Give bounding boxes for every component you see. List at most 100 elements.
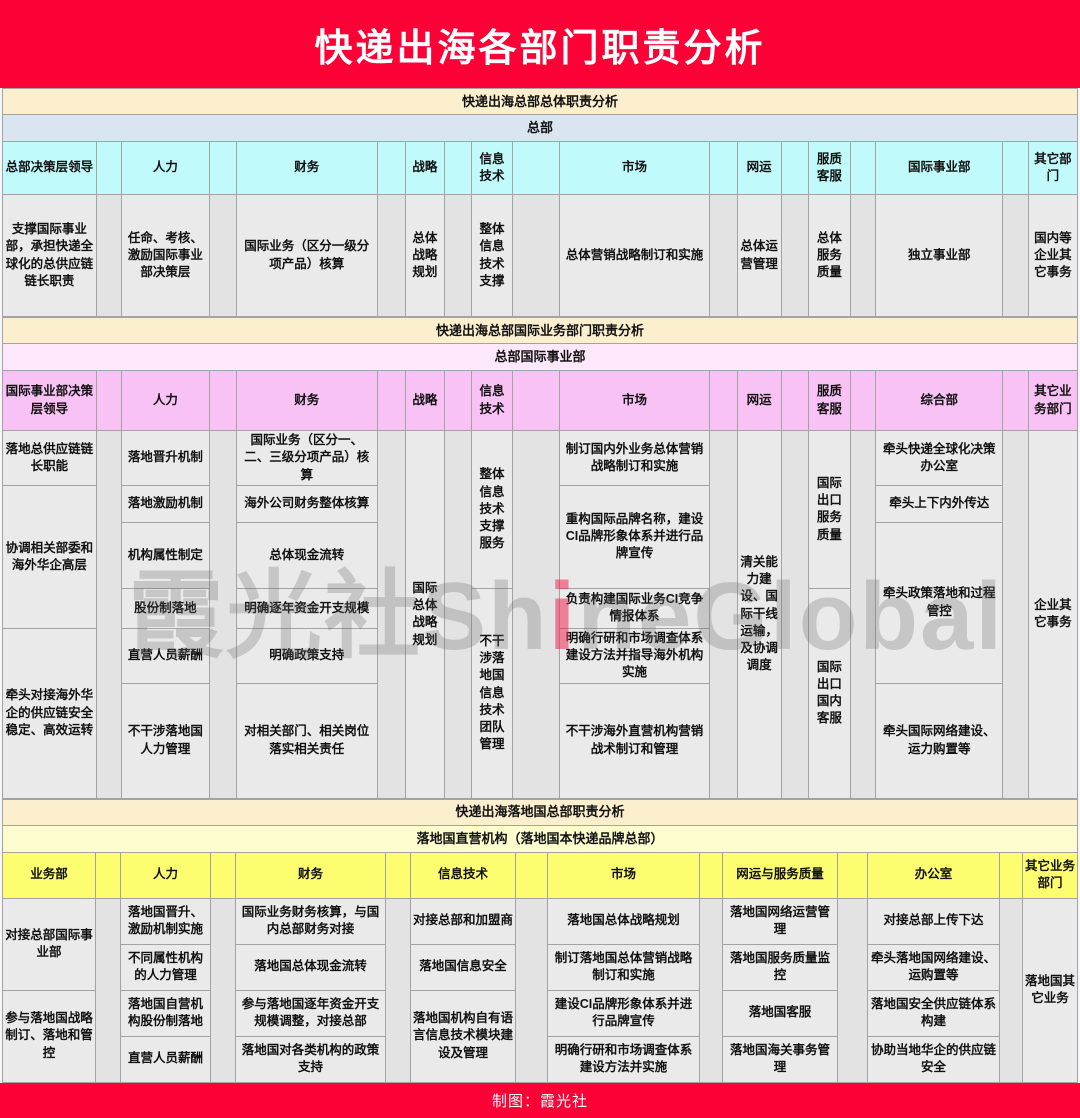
s2-market-cell: 重构国际品牌名称，建设CI品牌形象体系并进行品牌宣传 (558, 484, 711, 589)
spacer-cell (443, 430, 473, 799)
spacer-cell (780, 194, 810, 317)
spacer-cell (849, 370, 877, 431)
s2-hr-cell: 股份制落地 (121, 587, 210, 629)
s1-cell-leader: 支撑国际事业部，承担快递全球化的总供应链链长职责 (2, 194, 97, 317)
s2-general-cell: 牵头快递全球化决策办公室 (875, 430, 1004, 486)
s1-cell-finance: 国际业务（区分一级分项产品）核算 (236, 194, 378, 317)
spacer-cell (385, 897, 411, 1083)
spacer-cell (780, 141, 810, 195)
s2-header-finance: 财务 (236, 370, 378, 431)
s2-header-strategy: 战略 (405, 370, 445, 431)
spacer-cell (511, 370, 560, 431)
spacer-cell (95, 141, 123, 195)
s2-network-cell: 清关能力建设、国际干线运输，及协调调度 (736, 430, 782, 799)
s2-it-cell: 不干涉落地国信息技术团队管理 (471, 587, 513, 799)
s3-header-office: 办公室 (867, 851, 1000, 899)
s3-finance-cell: 落地国总体现金流转 (235, 943, 386, 991)
spacer-cell (95, 897, 121, 1083)
s2-general-cell: 牵头国际网络建设、运力购置等 (875, 682, 1004, 799)
footer-bar: 制图：霞光社 (0, 1082, 1080, 1118)
s2-header-it: 信息技术 (471, 370, 513, 431)
spacer-cell (385, 851, 411, 899)
spacer-cell (780, 430, 810, 799)
spacer-cell (699, 851, 723, 899)
s3-it-cell: 落地国机构自有语言信息技术模块建设及管理 (410, 989, 516, 1083)
spacer-cell (208, 194, 238, 317)
s3-header-finance: 财务 (235, 851, 386, 899)
spacer-cell (1002, 430, 1029, 799)
s2-header-market: 市场 (558, 370, 711, 431)
s2-general-cell: 牵头上下内外传达 (875, 484, 1004, 523)
s2-hr-cell: 直营人员薪酬 (121, 627, 210, 684)
s3-header-it: 信息技术 (410, 851, 516, 899)
s3-office-cell: 落地国安全供应链体系构建 (867, 989, 1000, 1037)
s3-header-biz: 业务部 (2, 851, 96, 899)
s3-hr-cell: 直营人员薪酬 (120, 1035, 211, 1083)
s2-market-cell: 不干涉海外直营机构营销战术制订和管理 (558, 682, 711, 799)
s3-network-cell: 落地国网络运营管理 (722, 897, 838, 945)
spacer-cell (208, 141, 238, 195)
s1-header-network: 网运 (736, 141, 782, 195)
spacer-cell (515, 851, 548, 899)
s3-office-cell: 对接总部上传下达 (867, 897, 1000, 945)
s1-header-hr: 人力 (121, 141, 210, 195)
s2-hr-cell: 落地晋升机制 (121, 430, 210, 486)
section1-table: 快递出海总部总体职责分析 总部 总部决策层领导 人力 财务 战略 信息技术 市场… (2, 88, 1079, 317)
s1-header-finance: 财务 (236, 141, 378, 195)
s3-biz-cell: 对接总部国际事业部 (2, 897, 96, 991)
s1-cell-network: 总体运营管理 (736, 194, 782, 317)
spacer-cell (210, 851, 236, 899)
s2-other-cell: 企业其它事务 (1027, 430, 1079, 799)
spacer-cell (511, 430, 560, 799)
s2-service-cell: 国际出口服务质量 (808, 430, 851, 589)
s2-finance-cell: 明确逐年资金开支规模 (236, 587, 378, 629)
spacer-cell (376, 370, 407, 431)
s3-market-cell: 建设CI品牌形象体系并进行品牌宣传 (547, 989, 700, 1037)
s2-header-general-office: 综合部 (875, 370, 1004, 431)
spacer-cell (709, 370, 738, 431)
title-bar: 快递出海各部门职责分析 (0, 0, 1080, 88)
spacer-cell (443, 141, 473, 195)
s1-header-other: 其它部门 (1027, 141, 1079, 195)
s3-network-cell: 落地国海关事务管理 (722, 1035, 838, 1083)
spacer-cell (849, 194, 877, 317)
s2-leader-cell: 落地总供应链链长职能 (2, 430, 97, 486)
s1-cell-it: 整体信息技术支撑 (471, 194, 513, 317)
spacer-cell (95, 194, 123, 317)
s2-finance-cell: 明确政策支持 (236, 627, 378, 684)
s3-hr-cell: 不同属性机构的人力管理 (120, 943, 211, 991)
s2-service-cell: 国际出口国内客服 (808, 587, 851, 799)
s2-header-other: 其它业务部门 (1027, 370, 1079, 431)
spacer-cell (376, 194, 407, 317)
spacer-cell (95, 430, 123, 799)
s3-market-cell: 落地国总体战略规划 (547, 897, 700, 945)
section2-banner: 快递出海总部国际业务部门职责分析 (2, 317, 1078, 344)
spacer-cell (515, 897, 548, 1083)
s1-header-it: 信息技术 (471, 141, 513, 195)
spacer-cell (999, 851, 1023, 899)
s1-cell-service: 总体服务质量 (808, 194, 851, 317)
spacer-cell (1002, 370, 1029, 431)
s3-office-cell: 牵头落地国网络建设、运购置等 (867, 943, 1000, 991)
s1-header-strategy: 战略 (405, 141, 445, 195)
s1-cell-market: 总体营销战略制订和实施 (558, 194, 711, 317)
s3-office-cell: 协助当地华企的供应链安全 (867, 1035, 1000, 1083)
s3-hr-cell: 落地国自营机构股份制落地 (120, 989, 211, 1037)
s1-header-intl-division: 国际事业部 (875, 141, 1004, 195)
s2-strategy-cell: 国际总体战略规划 (405, 430, 445, 799)
s2-general-cell: 牵头政策落地和过程管控 (875, 521, 1004, 684)
spacer-cell (837, 897, 868, 1083)
s3-header-network-service: 网运与服务质量 (722, 851, 838, 899)
s3-network-cell: 落地国客服 (722, 989, 838, 1037)
spacer-cell (95, 851, 121, 899)
spacer-cell (999, 897, 1023, 1083)
spacer-cell (780, 370, 810, 431)
s3-hr-cell: 落地国晋升、激励机制实施 (120, 897, 211, 945)
spacer-cell (709, 194, 738, 317)
s3-it-cell: 落地国信息安全 (410, 943, 516, 991)
s2-header-service: 服质客服 (808, 370, 851, 431)
spacer-cell (709, 141, 738, 195)
s2-market-cell: 制订国内外业务总体营销战略制订和实施 (558, 430, 711, 486)
table-area: 快递出海总部总体职责分析 总部 总部决策层领导 人力 财务 战略 信息技术 市场… (0, 88, 1080, 1083)
